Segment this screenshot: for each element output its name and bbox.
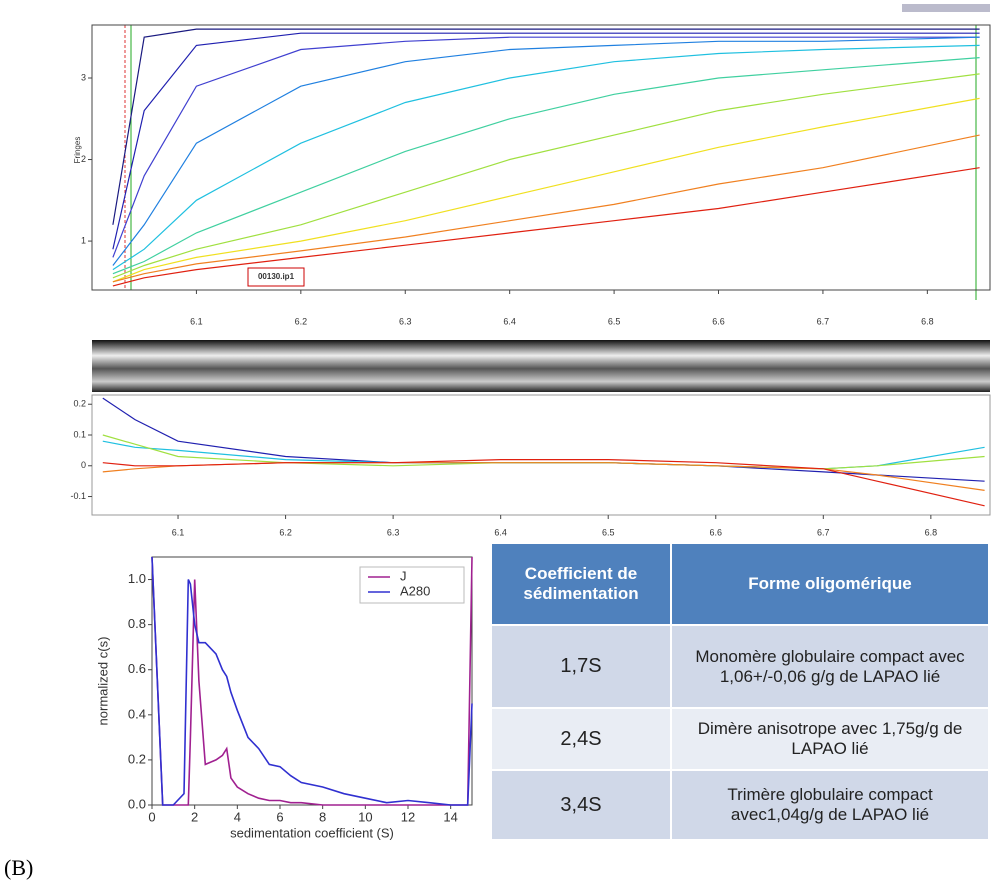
x-tick-label: 12 xyxy=(401,809,415,824)
series-line xyxy=(151,556,473,806)
legend-box xyxy=(359,566,465,604)
plot-frame xyxy=(91,24,991,291)
legend-label: J xyxy=(400,568,407,583)
y-axis-label: Fringes xyxy=(73,137,82,164)
table-cell: Dimère anisotrope avec 1,75g/g de LAPAO … xyxy=(672,709,990,771)
y-tick-label: 0 xyxy=(81,460,86,470)
x-tick-label: 6.6 xyxy=(710,527,723,537)
y-tick-label: 0.1 xyxy=(73,429,86,439)
table-cell: 2,4S xyxy=(492,709,672,771)
y-tick-label: 0.6 xyxy=(128,661,146,676)
x-tick-label: 4 xyxy=(234,809,241,824)
y-tick-label: 1.0 xyxy=(128,571,146,586)
series-line xyxy=(112,28,980,225)
series-line xyxy=(112,167,980,287)
y-tick-label: -0.1 xyxy=(70,491,86,501)
panel-label: (B) xyxy=(4,855,34,880)
annotation-box xyxy=(247,267,305,287)
table-row: 2,4S Dimère anisotrope avec 1,75g/g de LA… xyxy=(492,709,990,771)
y-tick-label: 0.0 xyxy=(128,796,146,811)
table-cell: Monomère globulaire compact avec 1,06+/-… xyxy=(672,626,990,709)
series-line xyxy=(102,459,985,507)
x-tick-label: 6 xyxy=(276,809,283,824)
y-tick-label: 3 xyxy=(81,72,86,82)
y-tick-label: 0.2 xyxy=(128,751,146,766)
plot-frame xyxy=(91,394,991,516)
table-row: 3,4S Trimère globulaire compact avec1,04g… xyxy=(492,771,990,841)
y-tick-label: 0.8 xyxy=(128,616,146,631)
table-cell: Trimère globulaire compact avec1,04g/g d… xyxy=(672,771,990,841)
series-line xyxy=(112,134,980,283)
series-line xyxy=(112,44,980,271)
annotation: 00130.ip1 xyxy=(258,272,295,281)
series-line xyxy=(112,36,980,266)
x-tick-label: 6.3 xyxy=(399,316,412,326)
series-line xyxy=(102,397,985,482)
series-line xyxy=(112,36,980,258)
x-tick-label: 2 xyxy=(191,809,198,824)
x-axis-label: sedimentation coefficient (S) xyxy=(230,825,394,840)
y-axis-label: normalized c(s) xyxy=(95,637,110,726)
header-cell: Coefficient de sédimentation xyxy=(492,544,672,626)
header-cell: Forme oligomérique xyxy=(672,544,990,626)
x-tick-label: 14 xyxy=(443,809,457,824)
legend-label: A280 xyxy=(400,583,430,598)
x-tick-label: 6.5 xyxy=(602,527,615,537)
x-tick-label: 6.1 xyxy=(190,316,203,326)
x-tick-label: 6.2 xyxy=(279,527,292,537)
y-tick-label: 1 xyxy=(81,235,86,245)
x-tick-label: 6.8 xyxy=(921,316,934,326)
x-tick-label: 10 xyxy=(358,809,372,824)
scan-image xyxy=(92,340,990,392)
x-tick-label: 6.7 xyxy=(817,316,830,326)
x-tick-label: 6.8 xyxy=(925,527,938,537)
series-line xyxy=(112,97,980,283)
toolbar xyxy=(902,4,990,12)
series-line xyxy=(112,32,980,250)
x-tick-label: 8 xyxy=(319,809,326,824)
x-tick-label: 6.4 xyxy=(503,316,516,326)
plot-frame xyxy=(151,556,473,806)
y-tick-label: 0.4 xyxy=(128,706,146,721)
table: Coefficient de sédimentation Forme oligo… xyxy=(492,544,990,841)
series-line xyxy=(112,73,980,279)
table-header: Coefficient de sédimentation Forme oligo… xyxy=(492,544,990,626)
x-tick-label: 0 xyxy=(148,809,155,824)
series-line xyxy=(151,556,473,806)
y-tick-label: 2 xyxy=(81,154,86,164)
x-tick-label: 6.6 xyxy=(712,316,725,326)
table-row: 1,7S Monomère globulaire compact avec 1,0… xyxy=(492,626,990,709)
x-tick-label: 6.5 xyxy=(608,316,621,326)
series-line xyxy=(112,57,980,275)
table-cell: 3,4S xyxy=(492,771,672,841)
table-cell: 1,7S xyxy=(492,626,672,709)
x-tick-label: 6.7 xyxy=(817,527,830,537)
x-tick-label: 6.3 xyxy=(387,527,400,537)
series-line xyxy=(102,462,985,491)
x-tick-label: 6.2 xyxy=(295,316,308,326)
y-tick-label: 0.2 xyxy=(73,399,86,409)
x-tick-label: 6.4 xyxy=(494,527,507,537)
x-tick-label: 6.1 xyxy=(172,527,185,537)
